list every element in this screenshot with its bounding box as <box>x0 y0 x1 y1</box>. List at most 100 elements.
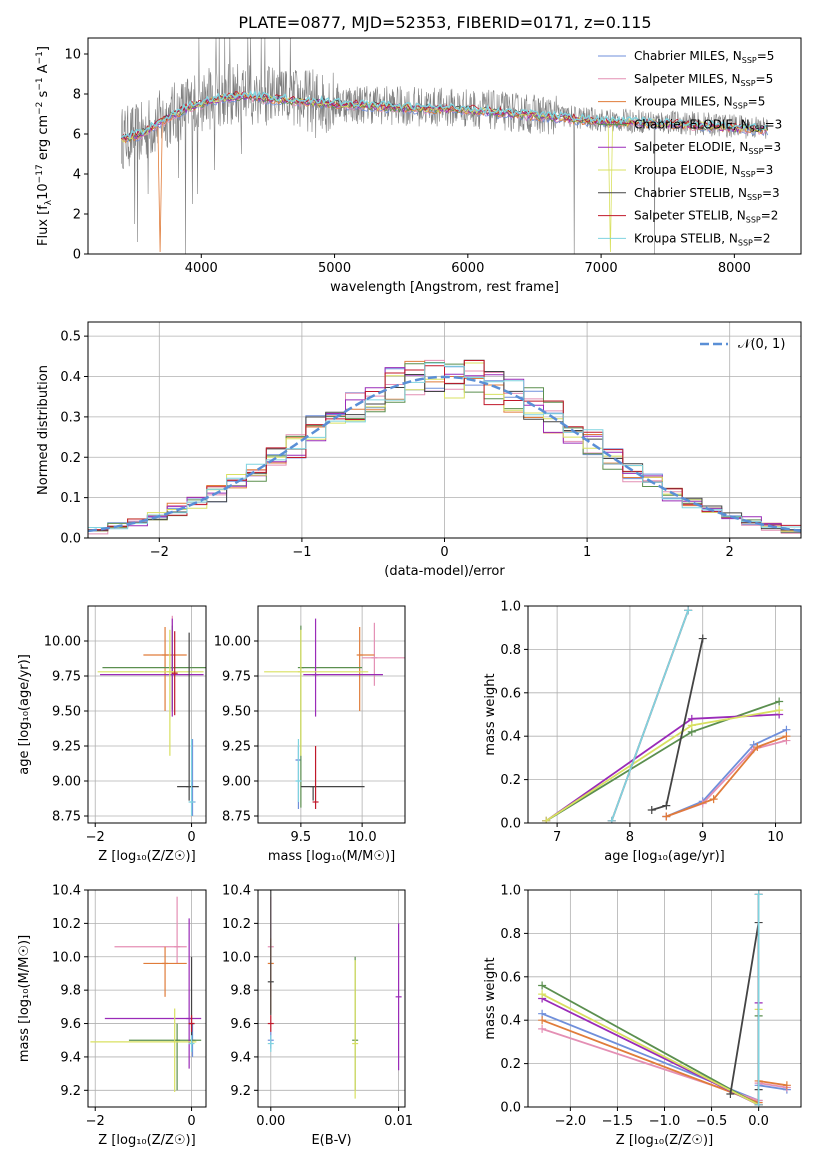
y-tick-label: 0.2 <box>60 451 81 466</box>
legend-entry-main: Salpeter ELODIE, N <box>634 140 748 154</box>
y-axis-label-part: Flux [f <box>36 205 51 246</box>
legend-entry: Kroupa ELODIE, NSSP=3 <box>634 163 773 179</box>
panel-spectrum: 4000 5000 6000 7000 8000 0 2 4 6 8 10 wavelength [A… <box>64 37 802 295</box>
plot-area <box>267 890 402 1099</box>
axes: 0.00 0.01 9.2 9.4 9.6 9.8 10.0 10.2 10.4 E(B-V) <box>222 884 413 1149</box>
x-tick-label: 0 <box>187 1114 195 1129</box>
mass-weight-line <box>541 993 760 1107</box>
y-axis-label-part: −2 <box>35 102 45 115</box>
legend-entry-main: Salpeter STELIB, N <box>634 209 746 223</box>
x-axis-label: Z [log₁₀(Z/Z☉)] <box>616 1133 713 1148</box>
x-tick-label: 1 <box>583 545 591 560</box>
figure-title: PLATE=0877, MJD=52353, FIBERID=0171, z=0… <box>238 13 651 32</box>
plus-marker <box>538 1024 547 1033</box>
legend-entry-sub: SSP <box>750 124 765 133</box>
y-tick-label: 0.5 <box>60 330 81 345</box>
y-tick-label: 0.1 <box>60 491 81 506</box>
y-axis-label-part: erg cm <box>36 115 51 164</box>
axes: 7 8 9 10 0.0 0.2 0.4 0.6 0.8 1.0 age [log₁₀(age/yr… <box>483 600 802 864</box>
y-tick-label: 0.4 <box>60 370 81 385</box>
x-axis-label: Z [log₁₀(Z/Z☉)] <box>98 849 195 864</box>
axes: −2 0 9.2 9.4 9.6 9.8 10.0 10.2 10.4 Z [log₁₀(Z/Z☉… <box>17 884 207 1148</box>
y-tick-label: 9.2 <box>230 1084 251 1099</box>
x-tick-label: 9.5 <box>291 830 312 845</box>
x-tick-label: 0.00 <box>256 1114 285 1129</box>
x-axis-label: Z [log₁₀(Z/Z☉)] <box>98 1133 195 1148</box>
y-axis-label-part: −1 <box>35 77 45 90</box>
x-tick-label: −2 <box>86 830 105 845</box>
y-tick-label: 0.0 <box>500 817 521 832</box>
legend-entry-sub: SSP <box>741 79 756 88</box>
y-axis-label: age [log₁₀(age/yr)] <box>17 654 32 775</box>
y-axis-label-part: ] <box>36 46 51 51</box>
y-tick-label: 0.6 <box>500 970 521 985</box>
axes-frame <box>527 605 802 824</box>
y-tick-label: 0.8 <box>500 927 521 942</box>
plus-marker <box>754 1100 763 1107</box>
axes: −2 0 8.75 9.00 9.25 9.50 9.75 10.00 Z [log₁₀(Z/Z… <box>17 605 207 864</box>
y-tick-label: 1.0 <box>500 884 521 899</box>
axes-frame <box>87 889 207 1108</box>
x-axis-label: wavelength [Angstrom, rest frame] <box>330 280 559 295</box>
y-axis-label: mass weight <box>483 673 498 755</box>
plus-marker <box>684 606 693 615</box>
mass-weight-line <box>545 700 780 822</box>
axes: −2 −1 0 1 2 0.0 0.1 0.2 0.3 0.4 0.5 (data-model)/er… <box>36 321 802 579</box>
y-tick-label: 10.4 <box>222 884 251 899</box>
legend-entry: Salpeter MILES, NSSP=5 <box>634 72 773 88</box>
residual-histogram-step <box>88 362 801 530</box>
y-tick-label: 8.75 <box>52 810 81 825</box>
legend-entry: 𝒩(0, 1) <box>738 337 785 352</box>
plus-marker <box>753 743 762 752</box>
y-tick-label: 9.2 <box>60 1084 81 1099</box>
y-tick-label: 0.2 <box>500 1057 521 1072</box>
y-tick-label: 0.2 <box>500 773 521 788</box>
legend-entry-main: Kroupa STELIB, N <box>634 231 738 245</box>
y-tick-label: 0.0 <box>60 532 81 547</box>
x-tick-label: 10.0 <box>348 830 377 845</box>
mass-weight-line <box>665 735 787 818</box>
plot-area <box>88 359 801 535</box>
y-tick-label: 0.0 <box>500 1101 521 1116</box>
panel-mass_weight_vs_age: 7 8 9 10 0.0 0.2 0.4 0.6 0.8 1.0 age [log₁₀(age/yr… <box>483 600 802 864</box>
x-tick-label: 8000 <box>718 261 751 276</box>
plus-marker <box>538 990 547 999</box>
legend-entry-sub: SSP <box>748 147 763 156</box>
axes-frame <box>87 605 207 824</box>
y-tick-label: 9.6 <box>60 1017 81 1032</box>
legend-entry-main: Salpeter MILES, N <box>634 72 741 86</box>
plus-marker <box>698 634 707 643</box>
x-tick-label: 7 <box>553 830 561 845</box>
y-axis-label: mass [log₁₀(M/M☉)] <box>17 935 32 1062</box>
x-tick-label: 9 <box>699 830 707 845</box>
x-tick-label: 2 <box>726 545 734 560</box>
legend-entry-tail: =2 <box>753 231 771 245</box>
y-tick-label: 0.6 <box>500 686 521 701</box>
legend-entry-sub: SSP <box>741 170 756 179</box>
y-tick-label: 9.4 <box>60 1050 81 1065</box>
grid-lines <box>258 889 405 1107</box>
legend-entry-tail: =5 <box>757 49 775 63</box>
model-spectrum-line <box>120 92 768 253</box>
y-tick-label: 9.8 <box>230 984 251 999</box>
legend-entry-tail: =5 <box>748 95 766 109</box>
grid-lines <box>258 606 405 823</box>
x-axis-label: (data-model)/error <box>384 564 505 579</box>
x-axis-label: E(B-V) <box>311 1133 351 1148</box>
y-tick-label: 8 <box>73 88 81 103</box>
y-tick-label: 9.00 <box>222 775 251 790</box>
x-tick-label: 8 <box>626 830 634 845</box>
legend-entry: Salpeter ELODIE, NSSP=3 <box>634 140 781 156</box>
grid-lines <box>88 889 206 1107</box>
plot-area <box>538 890 791 1107</box>
x-tick-label: −1.5 <box>602 1114 634 1129</box>
legend-entry-tail: =3 <box>762 186 780 200</box>
plot-area <box>542 606 791 823</box>
x-tick-label: 0.01 <box>384 1114 413 1129</box>
plus-marker <box>542 816 551 823</box>
mass-weight-line <box>545 709 780 822</box>
grid-lines <box>88 606 206 823</box>
plus-marker <box>726 1089 735 1098</box>
x-tick-label: 0 <box>187 830 195 845</box>
